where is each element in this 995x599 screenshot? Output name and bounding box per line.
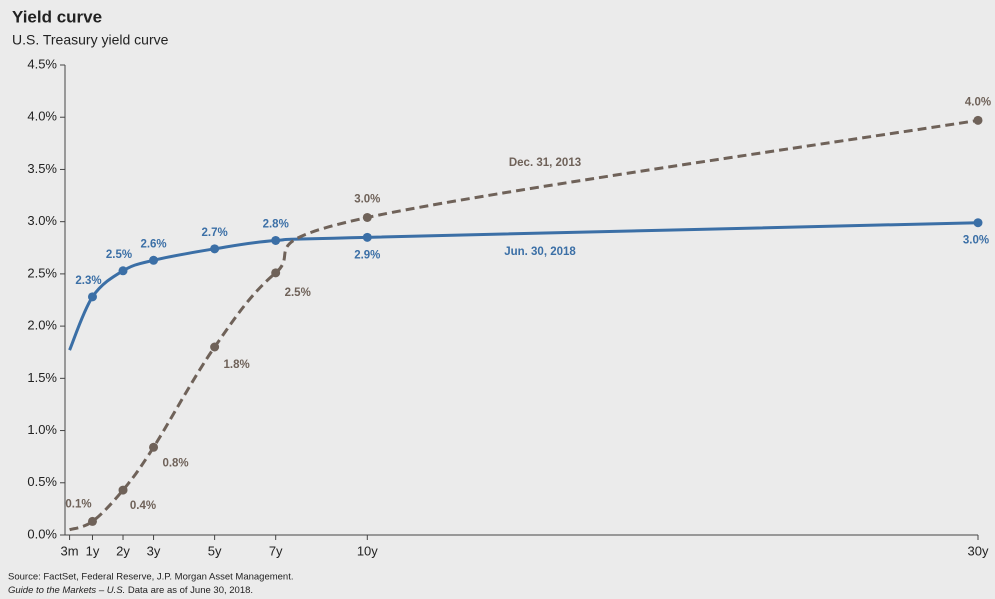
date-note: Guide to the Markets – U.S. Data are as … bbox=[8, 585, 253, 596]
value-label: 0.8% bbox=[162, 457, 188, 469]
point bbox=[149, 442, 159, 452]
value-label: 3.0% bbox=[354, 194, 380, 206]
note-italic: Guide to the Markets – U.S. bbox=[8, 585, 125, 596]
point bbox=[362, 212, 372, 222]
value-label: 2.5% bbox=[285, 287, 311, 299]
y-tick-label: 2.0% bbox=[27, 318, 57, 333]
point bbox=[87, 292, 97, 302]
x-tick-label: 3y bbox=[147, 543, 161, 558]
value-label: 2.7% bbox=[202, 227, 228, 239]
point bbox=[362, 232, 372, 242]
x-tick-label: 5y bbox=[208, 543, 222, 558]
x-tick-label: 10y bbox=[357, 543, 378, 558]
series-line bbox=[69, 118, 979, 532]
note-text: Data are as of June 30, 2018. bbox=[128, 585, 253, 596]
point bbox=[118, 485, 128, 495]
y-tick-label: 0.5% bbox=[27, 474, 57, 489]
point bbox=[210, 342, 220, 352]
y-tick-label: 1.0% bbox=[27, 422, 57, 437]
value-label: 3.0% bbox=[963, 235, 989, 247]
y-tick-label: 3.5% bbox=[27, 161, 57, 176]
value-label: 4.0% bbox=[965, 96, 991, 108]
value-label: 2.3% bbox=[75, 275, 101, 287]
value-label: 0.1% bbox=[65, 498, 91, 510]
point bbox=[973, 218, 983, 228]
point bbox=[210, 244, 220, 254]
value-label: 2.6% bbox=[140, 238, 166, 250]
chart-subtitle: U.S. Treasury yield curve bbox=[12, 32, 169, 48]
y-tick-label: 2.5% bbox=[27, 265, 57, 280]
y-tick-label: 1.5% bbox=[27, 370, 57, 385]
x-tick-label: 7y bbox=[269, 543, 283, 558]
point bbox=[118, 266, 128, 276]
x-tick-label: 1y bbox=[86, 543, 100, 558]
value-label: 2.9% bbox=[354, 249, 380, 261]
series-line bbox=[68, 221, 979, 351]
value-label: 1.8% bbox=[224, 359, 250, 371]
x-tick-label: 2y bbox=[116, 543, 130, 558]
point bbox=[87, 516, 97, 526]
source-note: Source: FactSet, Federal Reserve, J.P. M… bbox=[8, 572, 294, 583]
y-tick-label: 0.0% bbox=[27, 526, 57, 541]
value-label: 2.8% bbox=[263, 218, 289, 230]
point bbox=[271, 235, 281, 245]
point bbox=[973, 115, 983, 125]
point bbox=[271, 268, 281, 278]
value-label: 2.5% bbox=[106, 249, 132, 261]
value-label: 0.4% bbox=[130, 500, 156, 512]
series-label: Jun. 30, 2018 bbox=[504, 246, 576, 258]
y-tick-label: 4.5% bbox=[27, 56, 57, 71]
y-tick-label: 4.0% bbox=[27, 109, 57, 124]
series-label: Dec. 31, 2013 bbox=[509, 157, 581, 169]
y-tick-label: 3.0% bbox=[27, 213, 57, 228]
x-tick-label: 30y bbox=[968, 543, 989, 558]
chart-title: Yield curve bbox=[12, 7, 102, 26]
point bbox=[149, 255, 159, 265]
x-tick-label: 3m bbox=[61, 543, 79, 558]
